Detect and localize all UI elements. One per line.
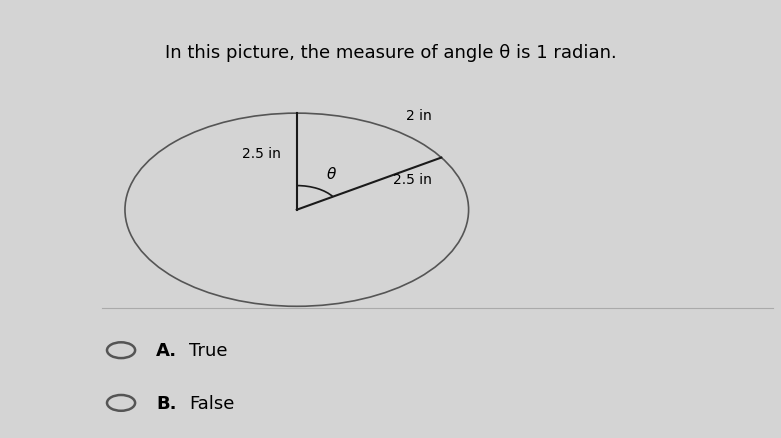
Text: θ: θ [327,167,337,182]
Text: In this picture, the measure of angle θ is 1 radian.: In this picture, the measure of angle θ … [165,43,616,62]
Text: 2.5 in: 2.5 in [393,173,431,187]
Text: B.: B. [156,394,177,412]
Text: False: False [189,394,234,412]
Text: A.: A. [156,341,177,360]
Text: True: True [189,341,227,360]
Text: 2 in: 2 in [406,109,432,123]
Text: 2.5 in: 2.5 in [242,146,281,160]
